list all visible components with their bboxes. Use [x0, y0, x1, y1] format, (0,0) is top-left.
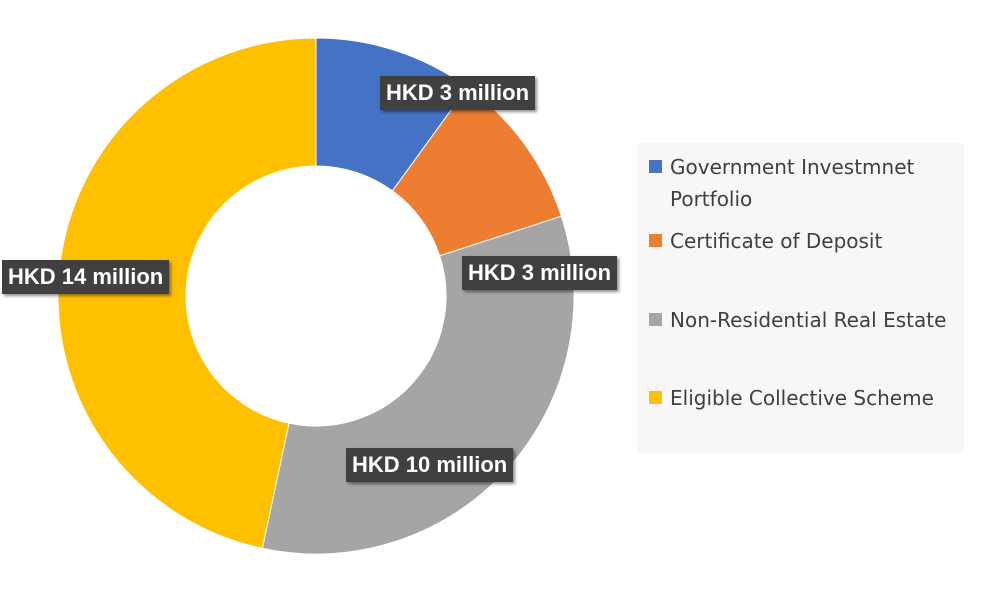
slice-eligible-collective-scheme [57, 37, 317, 549]
legend-label: Eligible Collective Scheme [670, 386, 934, 410]
legend-item-eligible-collective-scheme: Eligible Collective Scheme [649, 382, 954, 414]
legend-label: Certificate of Deposit [670, 229, 883, 253]
legend-label: Government Investmnet Portfolio [670, 155, 915, 211]
data-label-eligible-collective-scheme: HKD 14 million [2, 260, 170, 294]
legend-item-non-residential-real-estate: Non-Residential Real Estate [649, 304, 954, 336]
legend-swatch [649, 234, 662, 247]
legend-swatch [649, 313, 662, 326]
legend-item-certificate-of-deposit: Certificate of Deposit [649, 225, 954, 257]
data-label-non-residential-real-estate: HKD 10 million [346, 448, 514, 482]
data-label-government-investment-portfolio: HKD 3 million [380, 76, 536, 110]
legend-swatch [649, 391, 662, 404]
legend-item-government-investment-portfolio: Government Investmnet Portfolio [649, 151, 954, 215]
legend-label: Non-Residential Real Estate [670, 308, 947, 332]
chart-legend: Government Investmnet Portfolio Certific… [637, 143, 964, 453]
data-label-certificate-of-deposit: HKD 3 million [462, 256, 618, 290]
legend-swatch [649, 160, 662, 173]
